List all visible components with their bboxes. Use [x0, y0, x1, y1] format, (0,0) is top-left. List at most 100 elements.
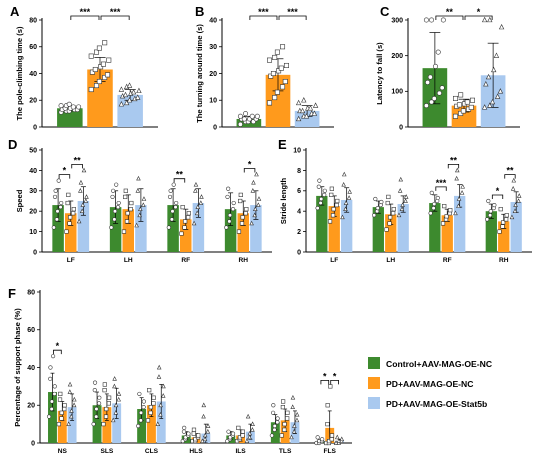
legend-swatch [368, 397, 380, 409]
panel-letter: B [195, 4, 204, 19]
data-point [343, 206, 348, 211]
data-point [399, 206, 405, 211]
data-point [341, 171, 347, 177]
data-point [123, 194, 128, 200]
data-point [224, 225, 229, 230]
data-point [325, 422, 330, 427]
data-point [481, 16, 488, 23]
bar [135, 205, 147, 252]
bar [316, 195, 328, 252]
y-tick-label: 40 [29, 71, 37, 78]
data-point [460, 183, 465, 189]
bar [180, 219, 192, 252]
data-point [504, 213, 509, 218]
data-point [247, 430, 253, 436]
data-point [105, 72, 111, 78]
data-point [317, 178, 322, 183]
data-point [112, 383, 117, 389]
data-point [341, 181, 346, 187]
data-point [485, 73, 492, 80]
x-tick-label: CLS [145, 448, 159, 455]
data-point [182, 225, 187, 230]
data-point [226, 186, 231, 191]
data-point [102, 40, 108, 46]
y-tick-label: 80 [29, 17, 37, 24]
data-point [78, 179, 84, 185]
x-tick-label: RF [181, 257, 190, 264]
data-point [122, 91, 129, 98]
data-point [254, 113, 260, 119]
data-point [56, 422, 61, 427]
data-point [500, 224, 505, 229]
data-point [403, 198, 408, 203]
data-point [54, 217, 59, 222]
panel-letter: E [278, 137, 287, 152]
data-point [272, 54, 278, 60]
data-point [494, 93, 501, 99]
y-tick-label: 80 [27, 289, 35, 296]
data-point [435, 195, 440, 201]
data-point [346, 195, 352, 200]
data-point [240, 429, 245, 434]
data-point [501, 220, 506, 225]
data-point [186, 431, 191, 436]
data-point [138, 410, 144, 415]
data-point [429, 99, 435, 105]
data-point [250, 421, 255, 426]
data-point [307, 105, 314, 111]
data-point [125, 211, 130, 216]
data-point [199, 194, 204, 199]
data-point [198, 200, 204, 205]
data-point [69, 408, 74, 413]
data-point [67, 389, 73, 394]
bar [52, 205, 64, 252]
y-tick-label: 60 [27, 327, 35, 334]
data-point [427, 74, 433, 80]
data-point [191, 220, 197, 226]
data-point [205, 428, 211, 434]
data-point [92, 380, 98, 385]
data-point [256, 196, 262, 201]
data-point [137, 212, 142, 218]
data-point [205, 423, 211, 428]
data-point [71, 207, 76, 212]
y-axis-label: Latency to fall (s) [375, 42, 384, 105]
y-tick-label: 40 [27, 365, 35, 372]
data-point [158, 402, 163, 408]
data-point [486, 198, 491, 204]
data-point [88, 53, 94, 59]
data-point [512, 208, 518, 214]
data-point [238, 198, 243, 204]
data-point [435, 49, 441, 55]
data-point [283, 62, 289, 68]
y-tick-label: 40 [209, 17, 217, 24]
data-point [387, 221, 392, 226]
bar [270, 422, 280, 443]
significance-bracket [71, 164, 83, 169]
data-point [201, 413, 206, 419]
data-point [76, 104, 82, 110]
significance-label: *** [110, 7, 121, 17]
x-tick-label: LF [67, 257, 75, 264]
legend-label: Control+AAV-MAG-OE-NC [386, 359, 492, 369]
y-tick-label: 8 [297, 168, 301, 175]
data-point [294, 417, 300, 423]
data-point [169, 217, 174, 222]
data-point [52, 391, 57, 397]
data-point [236, 425, 241, 431]
data-point [448, 208, 453, 213]
data-point [456, 203, 461, 208]
y-tick-label: 10 [293, 147, 301, 154]
data-point [250, 427, 255, 432]
data-point [279, 433, 284, 438]
significance-bracket [58, 174, 71, 179]
data-point [94, 414, 99, 419]
data-point [385, 200, 390, 206]
data-point [250, 188, 256, 193]
data-point [186, 211, 191, 216]
data-point [442, 204, 447, 209]
significance-label: * [323, 371, 327, 381]
data-point [469, 97, 475, 103]
data-point [429, 190, 434, 195]
